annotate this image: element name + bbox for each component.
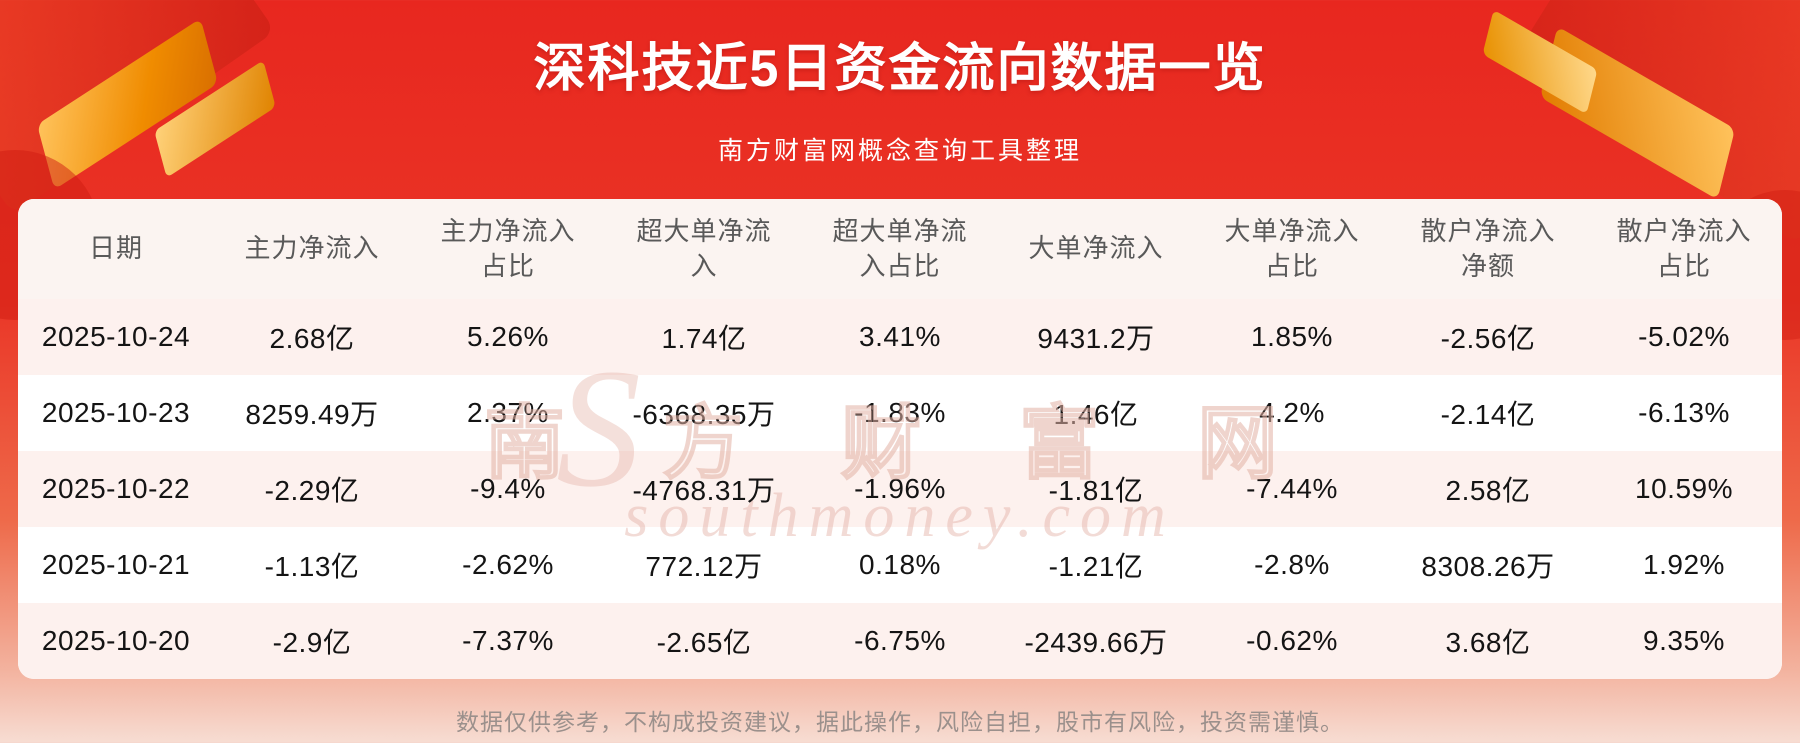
cell: -2.29亿 <box>264 475 360 506</box>
cell: 5.26% <box>467 321 549 352</box>
cell: 2.58亿 <box>1445 475 1531 506</box>
cell: 3.68亿 <box>1445 627 1531 658</box>
cell: -7.37% <box>462 625 554 656</box>
column-header-retail-inflow: 散户净流入 净额 <box>1420 215 1556 281</box>
column-header-xl-order-inflow-pct: 超大单净流 入占比 <box>832 215 968 281</box>
cell: -4768.31万 <box>632 475 776 506</box>
page-footer: 数据仅供参考，不构成投资建议，据此操作，风险自担，股市有风险，投资需谨慎。 <box>0 703 1800 737</box>
column-header-large-order-inflow-pct: 大单净流入 占比 <box>1224 215 1360 281</box>
cell: 772.12万 <box>645 551 763 582</box>
cell: -7.44% <box>1246 473 1338 504</box>
cell: -2439.66万 <box>1024 627 1168 658</box>
cell: -2.65亿 <box>656 627 752 658</box>
cell: -2.8% <box>1254 549 1330 580</box>
column-header-xl-order-inflow: 超大单净流 入 <box>636 215 772 281</box>
cell: -9.4% <box>470 473 546 504</box>
cell: -1.96% <box>854 473 946 504</box>
cell: -6.13% <box>1638 397 1730 428</box>
date-cell: 2025-10-21 <box>41 549 191 580</box>
cell: -1.21亿 <box>1048 551 1144 582</box>
date-cell: 2025-10-20 <box>41 625 191 656</box>
page-subtitle: 南方财富网概念查询工具整理 <box>717 137 1082 165</box>
table-row: 2025-10-24 2.68亿 5.26% 1.74亿 3.41% 9431.… <box>18 299 1782 375</box>
cell: 3.41% <box>859 321 941 352</box>
column-header-retail-inflow-pct: 散户净流入 占比 <box>1616 215 1752 281</box>
cell: 10.59% <box>1635 473 1733 504</box>
table-row: 2025-10-21 -1.13亿 -2.62% 772.12万 0.18% -… <box>18 527 1782 603</box>
cell: 9431.2万 <box>1037 323 1155 354</box>
cell: 8308.26万 <box>1421 551 1555 582</box>
cell: -0.62% <box>1246 625 1338 656</box>
page-header: 深科技近5日资金流向数据一览 南方财富网概念查询工具整理 <box>0 0 1800 167</box>
disclaimer-text: 数据仅供参考，不构成投资建议，据此操作，风险自担，股市有风险，投资需谨慎。 <box>456 709 1344 735</box>
column-header-large-order-inflow: 大单净流入 <box>1028 233 1164 264</box>
cell: 0.18% <box>859 549 941 580</box>
cell: -6368.35万 <box>632 399 776 430</box>
cell: 9.35% <box>1643 625 1725 656</box>
cell: -5.02% <box>1638 321 1730 352</box>
cell: 4.2% <box>1259 397 1325 428</box>
table-header: 日期 主力净流入 主力净流入 占比 超大单净流 入 超大单净流 入占比 大单净流… <box>18 199 1782 299</box>
date-cell: 2025-10-24 <box>41 321 191 352</box>
column-header-main-inflow-pct: 主力净流入 占比 <box>440 215 576 281</box>
cell: -6.75% <box>854 625 946 656</box>
table-body: 2025-10-24 2.68亿 5.26% 1.74亿 3.41% 9431.… <box>18 299 1782 679</box>
column-header-main-inflow: 主力净流入 <box>244 233 380 264</box>
fund-flow-table: S 南 方 财 富 网 southmoney.com 日期 主力净流入 主力净流… <box>18 199 1782 679</box>
cell: -2.62% <box>462 549 554 580</box>
cell: 2.68亿 <box>269 323 355 354</box>
cell: -1.83% <box>854 397 946 428</box>
date-cell: 2025-10-23 <box>41 397 191 428</box>
table-row: 2025-10-23 8259.49万 2.37% -6368.35万 -1.8… <box>18 375 1782 451</box>
cell: -2.14亿 <box>1440 399 1536 430</box>
table-header-row: 日期 主力净流入 主力净流入 占比 超大单净流 入 超大单净流 入占比 大单净流… <box>18 199 1782 299</box>
cell: -2.56亿 <box>1440 323 1536 354</box>
data-table: 日期 主力净流入 主力净流入 占比 超大单净流 入 超大单净流 入占比 大单净流… <box>18 199 1782 679</box>
cell: 1.85% <box>1251 321 1333 352</box>
cell: -2.9亿 <box>272 627 352 658</box>
page-title: 深科技近5日资金流向数据一览 <box>533 40 1267 98</box>
cell: 1.46亿 <box>1053 399 1139 430</box>
cell: 8259.49万 <box>245 399 379 430</box>
cell: -1.81亿 <box>1048 475 1144 506</box>
column-header-date: 日期 <box>88 233 143 264</box>
date-cell: 2025-10-22 <box>41 473 191 504</box>
cell: 2.37% <box>467 397 549 428</box>
cell: 1.92% <box>1643 549 1725 580</box>
cell: 1.74亿 <box>661 323 747 354</box>
cell: -1.13亿 <box>264 551 360 582</box>
table-row: 2025-10-20 -2.9亿 -7.37% -2.65亿 -6.75% -2… <box>18 603 1782 679</box>
table-row: 2025-10-22 -2.29亿 -9.4% -4768.31万 -1.96%… <box>18 451 1782 527</box>
